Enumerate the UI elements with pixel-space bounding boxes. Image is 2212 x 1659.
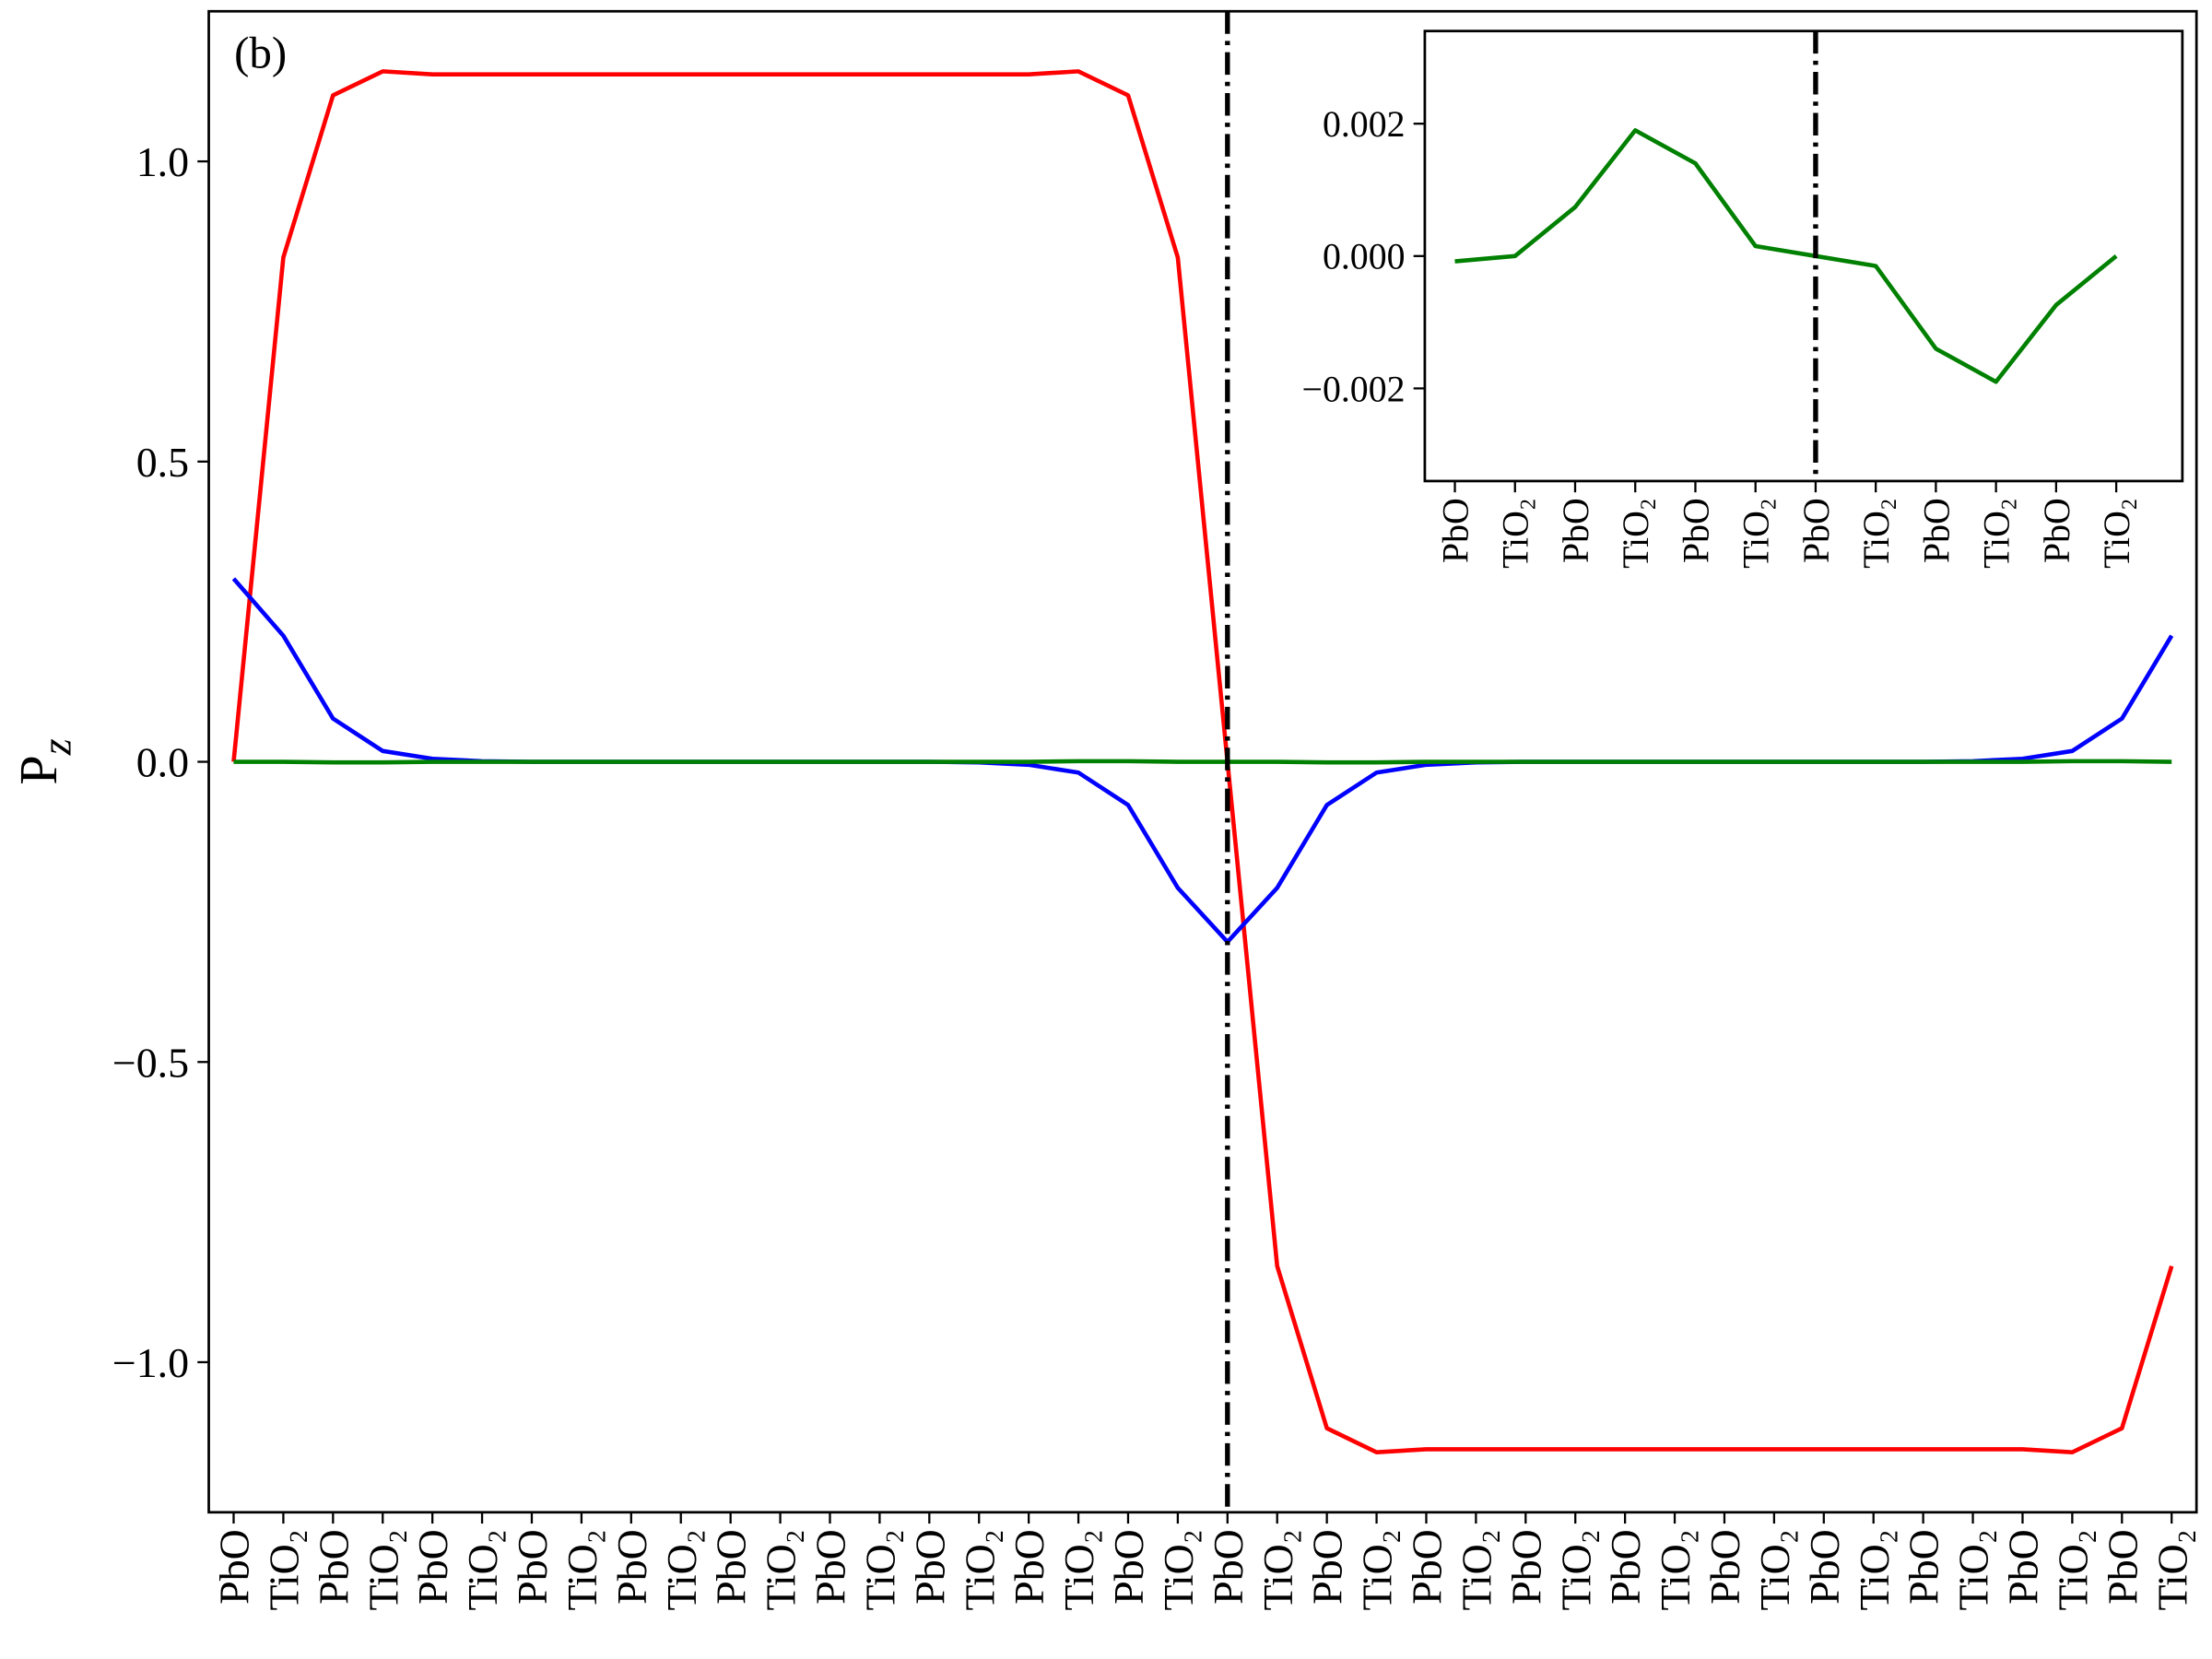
x-tick-label: TiO₂ [1055,1529,1102,1610]
y-axis-label: Pz [8,738,79,784]
y-tick-label: 0.0 [136,739,189,786]
x-tick-label: PbO [1502,1529,1549,1605]
x-tick-label: TiO₂ [2049,1529,2096,1610]
x-tick-label: PbO [1304,1529,1351,1605]
x-tick-label: PbO [1602,1529,1649,1605]
x-tick-label: PbO [2099,1529,2146,1605]
x-tick-label: TiO₂ [1155,1529,1202,1610]
x-tick-label: TiO₂ [1552,1529,1599,1610]
y-tick-label: 0.000 [1323,237,1406,277]
x-tick-label: PbO [1105,1529,1152,1605]
axes-frame [1423,29,2184,483]
x-tick-label: TiO₂ [1950,1529,1997,1610]
x-tick-label: TiO₂ [1354,1529,1401,1610]
axes-frame [207,9,2198,1514]
x-tick-label: PbO [1916,498,1957,563]
x-tick-label: PbO [1900,1529,1947,1605]
x-tick-label: TiO₂ [2097,498,2137,569]
y-axis-label-sub: z [33,738,80,756]
data-line [1454,128,2118,384]
y-tick-label: 0.5 [136,439,189,486]
x-tick-label: TiO₂ [1496,498,1536,569]
x-tick-label: TiO₂ [1856,498,1897,569]
x-tick-label: TiO₂ [2148,1529,2195,1610]
y-tick-label: −0.002 [1302,369,1406,409]
x-tick-label: PbO [608,1529,655,1605]
x-tick-label: PbO [1801,1529,1848,1605]
data-line [231,69,2174,1454]
x-tick-label: PbO [1435,498,1476,563]
x-tick-label: TiO₂ [559,1529,606,1610]
x-tick-label: TiO₂ [758,1529,805,1610]
x-tick-label: PbO [1701,1529,1748,1605]
x-tick-label: PbO [708,1529,755,1605]
x-tick-label: PbO [211,1529,258,1605]
x-tick-label: PbO [1006,1529,1053,1605]
x-tick-label: TiO₂ [1736,498,1777,569]
x-tick-label: TiO₂ [1453,1529,1500,1610]
y-tick-label: 0.002 [1323,104,1406,145]
x-tick-label: TiO₂ [1851,1529,1898,1610]
x-tick-label: TiO₂ [1616,498,1656,569]
x-tick-label: TiO₂ [956,1529,1003,1610]
x-tick-label: PbO [1404,1529,1451,1605]
x-tick-label: TiO₂ [1977,498,2018,569]
x-tick-label: PbO [1676,498,1716,563]
x-tick-label: TiO₂ [459,1529,506,1610]
y-tick-label: −0.5 [112,1039,189,1086]
x-tick-label: TiO₂ [658,1529,705,1610]
x-tick-label: TiO₂ [359,1529,406,1610]
y-axis-label-base: P [8,755,68,784]
x-tick-label: TiO₂ [1751,1529,1798,1610]
x-tick-label: PbO [409,1529,456,1605]
x-tick-label: PbO [310,1529,357,1605]
x-tick-label: PbO [807,1529,854,1605]
x-tick-label: PbO [509,1529,556,1605]
x-tick-label: TiO₂ [1254,1529,1301,1610]
y-tick-label: 1.0 [136,138,189,185]
x-tick-label: PbO [2037,498,2077,563]
panel-label: (b) [234,27,287,77]
x-tick-label: PbO [1556,498,1596,563]
x-tick-label: PbO [2000,1529,2047,1605]
x-tick-label: PbO [1796,498,1837,563]
x-tick-label: TiO₂ [260,1529,307,1610]
x-tick-label: PbO [1205,1529,1252,1605]
x-tick-label: TiO₂ [856,1529,903,1610]
x-tick-label: PbO [906,1529,953,1605]
y-tick-label: −1.0 [112,1339,189,1386]
data-line [233,759,2172,765]
x-tick-label: TiO₂ [1652,1529,1699,1610]
